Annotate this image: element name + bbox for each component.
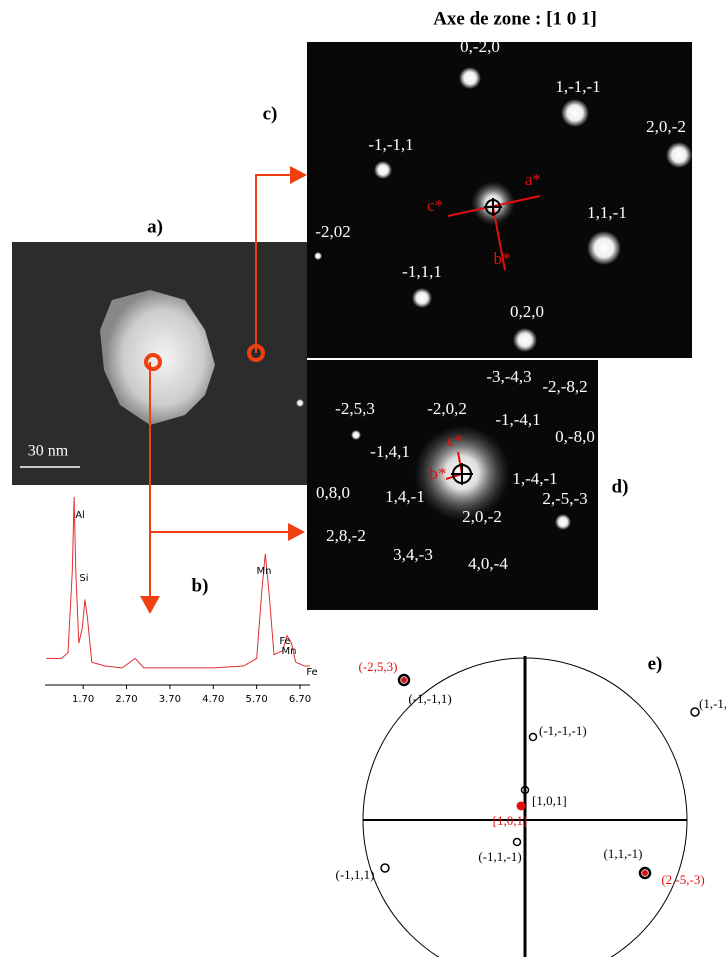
spot [412,288,432,308]
spot [587,231,621,265]
spot-label: -2,0,2 [427,399,467,418]
x-tick-label: 1.70 [72,694,94,705]
spot-label: 2,0,-2 [462,507,502,526]
spot-label: -3,-4,3 [486,367,531,386]
spot-label: 1,4,-1 [385,487,425,506]
spot-label: 4,0,-4 [468,554,508,573]
pole [381,864,389,872]
spot [374,161,392,179]
page: {"title": "Axe de zone : [1 0 1]", "pane… [0,0,726,957]
spot-label: -2,02 [315,222,350,241]
pole-red [517,802,526,811]
spot-label: 1,-4,-1 [512,469,557,488]
pole-red [401,677,407,683]
peak-label: Fe [306,667,317,678]
spot-label: 3,4,-3 [393,545,433,564]
panel-label: e) [648,653,663,674]
spot-label: -1,-4,1 [495,410,540,429]
spot-label: 0,-8,0 [555,427,595,446]
arrow-head [288,523,305,541]
x-tick-label: 5.70 [246,694,268,705]
peak-label: Si [79,573,88,584]
spot-label: 2,-5,-3 [542,489,587,508]
pole-label: (-1,1,1) [336,867,375,882]
spot-label: -2,5,3 [335,399,375,418]
pole-label: (-2,5,3) [359,659,398,674]
spot [351,430,361,440]
pole-label: (2,-5,-3) [661,872,704,887]
spot-label: 1,1,-1 [587,203,627,222]
title: Axe de zone : [1 0 1] [433,8,597,29]
spot-label: -1,1,1 [402,262,442,281]
axis-label: c* [447,431,463,450]
spot-label: 2,0,-2 [646,117,686,136]
x-tick-label: 6.70 [289,694,311,705]
pole [514,839,521,846]
peak-label: Mn [257,566,272,577]
axis-label: b* [430,464,447,483]
spot [314,252,322,260]
pole-label: (-1,1,-1) [478,849,521,864]
pole-label: [1,0,1] [493,813,528,828]
pole-label: (1,-1,-1) [699,696,726,711]
panel-label: b) [192,575,209,596]
panel-label: c) [263,103,278,124]
pole-label: (1,1,-1) [604,846,643,861]
spot [459,67,481,89]
x-tick-label: 2.70 [115,694,137,705]
spot [561,99,589,127]
x-tick-label: 4.70 [202,694,224,705]
axis-label: b* [494,249,511,268]
spot-label: 1,-1,-1 [555,77,600,96]
spectrum: 1.70 2.70 3.70 4.70 5.70 6.70 [45,497,311,705]
arrow-head [290,166,307,184]
spot-label: 2,8,-2 [326,526,366,545]
spot [555,514,571,530]
spot-label: -2,-8,2 [542,377,587,396]
spot [296,399,304,407]
x-tick-label: 3.70 [159,694,181,705]
arrow-head [140,596,160,614]
axis-label: a* [525,170,541,189]
spot-label: 0,8,0 [316,483,350,502]
pole-label: [1,0,1] [532,793,567,808]
pole-label: (-1,-1,1) [408,691,451,706]
scale-label: 30 nm [28,443,69,460]
spot-label: 0,2,0 [510,302,544,321]
panel-label: a) [147,216,163,237]
spot [666,142,692,168]
spot-label: -1,-1,1 [368,135,413,154]
figure: Axe de zone : [1 0 1] a) 30 nm c) 0,-2,0… [0,0,726,957]
spot [513,328,537,352]
peak-label: Al [75,510,85,521]
pole [691,708,699,716]
spot-label: -1,4,1 [370,442,410,461]
pole-label: (-1,-1,-1) [539,723,587,738]
pole-red [642,870,648,876]
spot-label: 0,-2,0 [460,37,500,56]
axis-label: c* [427,196,443,215]
panel-label: d) [612,476,629,497]
pole [530,734,537,741]
peak-label: Mn [282,646,297,657]
